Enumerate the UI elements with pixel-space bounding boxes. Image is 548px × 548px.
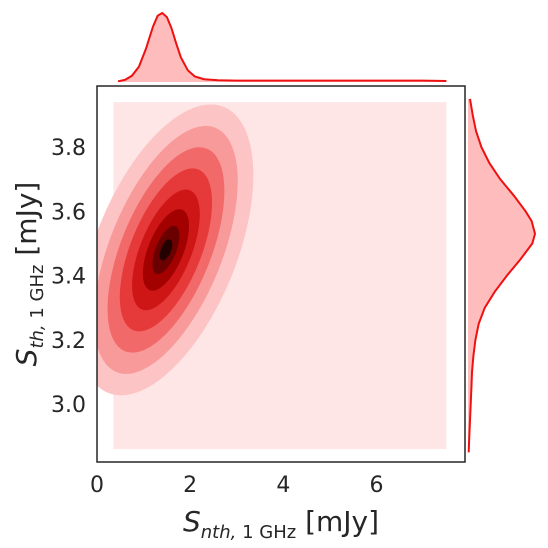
x-axis-label: Snth, 1 GHz [mJy]	[183, 505, 379, 543]
x-axis-ticks: 0 2 4 6	[90, 473, 383, 498]
y-tick-label: 3.6	[51, 200, 86, 225]
x-tick-label: 2	[183, 473, 197, 498]
y-axis-ticks: 3.0 3.2 3.4 3.6 3.8	[51, 136, 86, 418]
y-tick-label: 3.0	[51, 393, 86, 418]
y-tick-label: 3.8	[51, 136, 86, 161]
x-tick-label: 4	[276, 473, 290, 498]
marginal-y-fill	[468, 98, 535, 453]
kde-contour-level-8	[159, 239, 173, 261]
x-tick-label: 0	[90, 473, 104, 498]
marginal-x-kde	[117, 11, 447, 83]
y-axis-label: Sth, 1 GHz [mJy]	[10, 182, 48, 367]
x-tick-label: 6	[369, 473, 383, 498]
joint-plot-area	[97, 102, 447, 450]
marginal-x-fill	[117, 13, 447, 82]
marginal-x-line	[117, 11, 447, 83]
y-tick-label: 3.2	[51, 329, 86, 354]
joint-plot-frame	[96, 85, 466, 463]
y-tick-label: 3.4	[51, 265, 86, 290]
marginal-y-kde	[467, 98, 537, 453]
marginal-y-line	[467, 98, 537, 453]
